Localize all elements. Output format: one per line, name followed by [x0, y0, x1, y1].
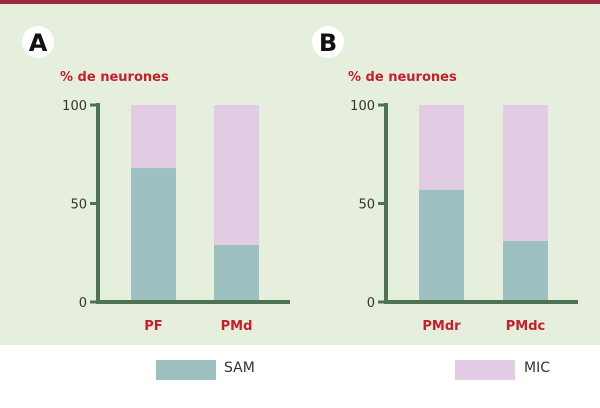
legend-swatch-mic [455, 360, 515, 380]
panel-b-tick-label-0: 0 [367, 296, 375, 311]
panel-a-letter: A [29, 29, 48, 57]
panel-a-letter-badge [22, 26, 54, 58]
panel-b-bar-pmdr-mic [419, 105, 464, 190]
panel-b-bar-pmdc-sam [503, 240, 548, 302]
panel-a-tick-label-0: 0 [79, 296, 87, 311]
panel-b-letter-badge [312, 26, 344, 58]
panel-b-tick-label-100: 100 [350, 99, 375, 114]
panel-b-category-label-pmdc: PMdc [506, 319, 545, 334]
legend: SAM MIC [0, 345, 600, 408]
panel-b-bar-pmdr-sam [419, 189, 464, 302]
panel-a-category-label-pf: PF [144, 319, 162, 334]
panel-b-letter: B [319, 29, 337, 57]
top-rule [0, 0, 600, 4]
panel-a-bar-pmd-mic [214, 105, 259, 245]
legend-swatch-sam [156, 360, 216, 380]
panel-a-ylabel: % de neurones [60, 70, 169, 85]
charts: A % de neurones PF PMd 0 50 100 B % de neurones P… [22, 26, 578, 334]
panel-a-category-label-pmd: PMd [221, 319, 253, 334]
panel-b-tick-label-50: 50 [358, 198, 375, 213]
panel-a-bar-pf-sam [131, 168, 176, 302]
panel-a-tick-label-50: 50 [70, 198, 87, 213]
panel-a-tick-label-100: 100 [62, 99, 87, 114]
legend-label-mic: MIC [524, 360, 550, 376]
panel-a-bar-pf-mic [131, 105, 176, 169]
legend-label-sam: SAM [224, 360, 255, 376]
panel-b-category-label-pmdr: PMdr [422, 319, 461, 334]
panel-b-ylabel: % de neurones [348, 70, 457, 85]
panel-a-bar-pmd-sam [214, 244, 259, 302]
panel-b-bar-pmdc-mic [503, 105, 548, 241]
